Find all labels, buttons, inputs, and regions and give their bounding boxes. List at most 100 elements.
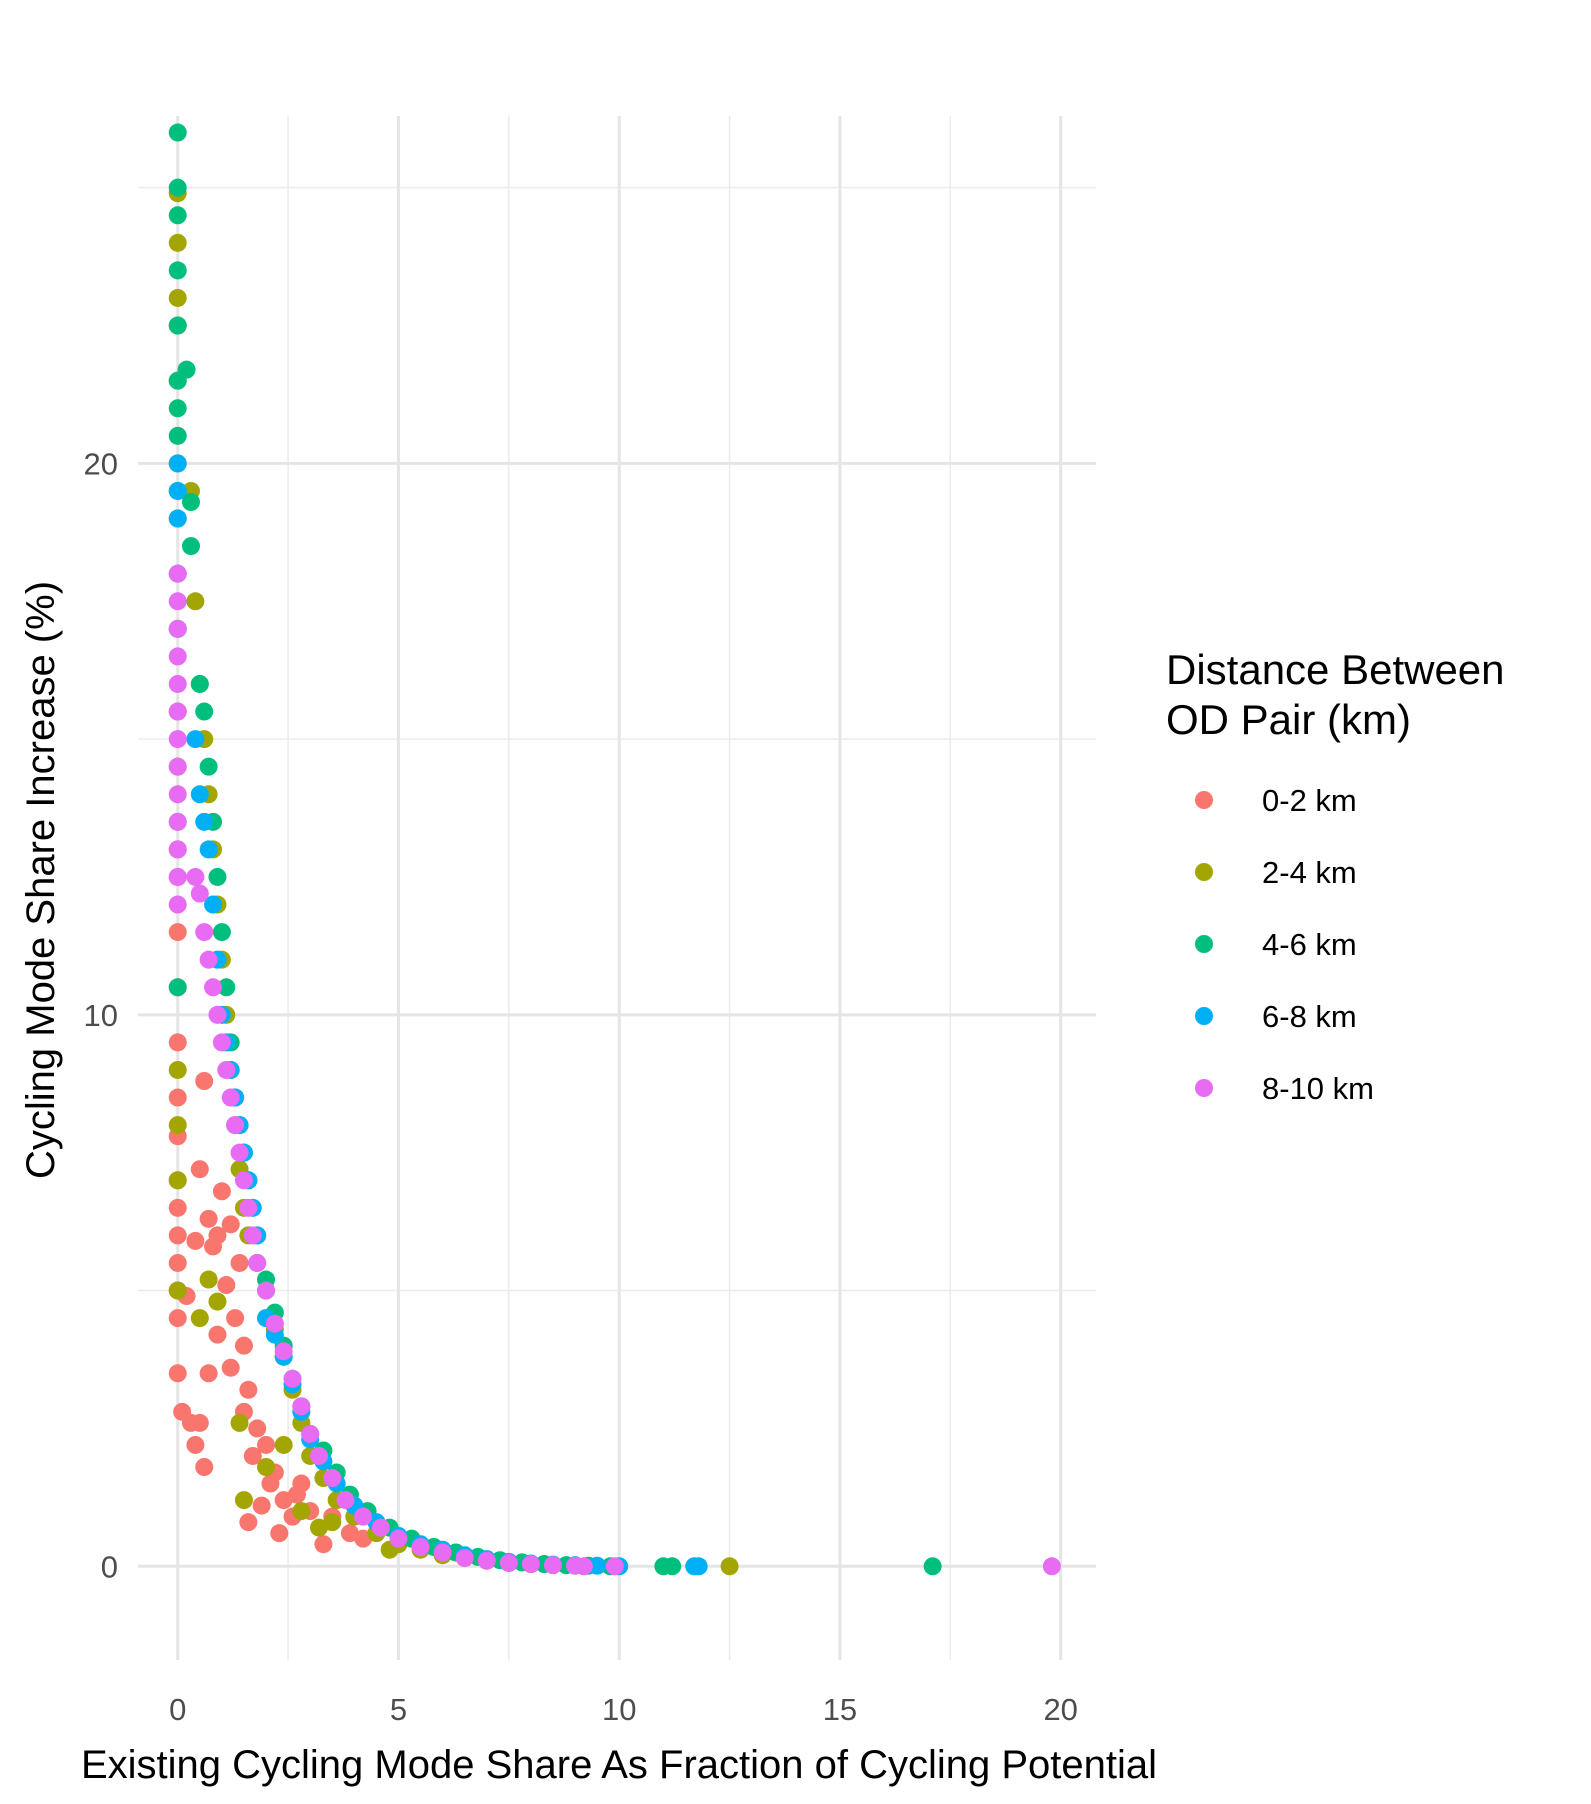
data-point — [168, 123, 187, 142]
data-point — [168, 564, 187, 583]
data-points — [168, 123, 1061, 1576]
data-point — [168, 1226, 187, 1245]
data-point — [323, 1513, 342, 1532]
data-point — [239, 1380, 258, 1399]
data-point — [168, 978, 187, 997]
data-point — [168, 757, 187, 776]
data-point — [720, 1557, 739, 1576]
data-point — [685, 1557, 704, 1576]
legend-label: 2-4 km — [1262, 855, 1357, 890]
data-point — [190, 1413, 209, 1432]
data-point — [257, 1458, 276, 1476]
data-point — [212, 1033, 231, 1052]
tick-labels: 0 5 10 15 20 0 10 20 — [84, 446, 1078, 1727]
data-point — [265, 1314, 284, 1333]
data-point — [168, 840, 187, 859]
data-point — [208, 1325, 227, 1344]
data-point — [168, 702, 187, 721]
data-point — [168, 261, 187, 280]
data-point — [168, 1171, 187, 1190]
data-point — [521, 1555, 540, 1574]
data-point — [287, 1485, 306, 1504]
data-point — [168, 785, 187, 804]
data-point — [190, 1309, 209, 1328]
data-point — [411, 1537, 430, 1556]
legend-key — [1195, 863, 1213, 881]
data-point — [168, 592, 187, 611]
data-point — [261, 1474, 280, 1493]
data-point — [230, 1143, 249, 1162]
data-point — [190, 1160, 209, 1179]
legend-title: Distance Between — [1166, 646, 1505, 693]
data-point — [168, 867, 187, 886]
data-point — [168, 206, 187, 225]
data-point — [177, 360, 196, 379]
data-point — [243, 1446, 262, 1465]
data-point — [168, 233, 187, 252]
data-point — [605, 1557, 624, 1576]
data-point — [168, 1060, 187, 1079]
data-point — [168, 1033, 187, 1052]
data-point — [226, 1309, 245, 1328]
data-point — [168, 1364, 187, 1383]
data-point — [234, 1491, 253, 1510]
data-point — [204, 978, 223, 997]
data-point — [181, 493, 200, 511]
x-tick-label: 0 — [169, 1692, 186, 1727]
y-tick-label: 20 — [84, 446, 118, 481]
legend-key — [1195, 1079, 1213, 1097]
data-point — [221, 1088, 240, 1107]
data-point — [226, 1116, 245, 1135]
data-point — [199, 1270, 218, 1289]
data-point — [168, 1253, 187, 1272]
data-point — [923, 1557, 942, 1576]
data-point — [212, 1182, 231, 1201]
data-point — [208, 867, 227, 886]
data-point — [252, 1496, 271, 1515]
data-point — [663, 1557, 682, 1576]
data-point — [186, 1435, 205, 1454]
data-point — [199, 950, 218, 969]
data-point — [274, 1435, 293, 1454]
data-point — [433, 1543, 452, 1562]
data-point — [168, 647, 187, 666]
data-point — [168, 895, 187, 914]
data-point — [217, 978, 236, 997]
y-tick-label: 10 — [84, 998, 118, 1033]
data-point — [195, 1072, 214, 1090]
data-point — [208, 1005, 227, 1024]
data-point — [199, 757, 218, 776]
data-point — [230, 1413, 249, 1432]
data-point — [574, 1557, 593, 1576]
data-point — [371, 1518, 390, 1537]
data-point — [257, 1435, 276, 1454]
data-point — [199, 1364, 218, 1383]
data-point — [195, 1458, 214, 1476]
data-point — [499, 1553, 518, 1572]
data-point — [168, 619, 187, 638]
data-point — [239, 1513, 258, 1532]
x-tick-label: 5 — [390, 1692, 407, 1727]
data-point — [292, 1502, 311, 1521]
data-point — [199, 1209, 218, 1228]
data-point — [208, 1226, 227, 1245]
data-point — [186, 592, 205, 611]
data-point — [168, 1198, 187, 1217]
legend-key — [1195, 791, 1213, 809]
legend-label: 8-10 km — [1262, 1071, 1374, 1106]
data-point — [455, 1548, 474, 1567]
y-axis-title: Cycling Mode Share Increase (%) — [19, 581, 63, 1179]
data-point — [221, 1215, 240, 1234]
data-point — [208, 1292, 227, 1311]
data-point — [336, 1491, 355, 1510]
data-point — [168, 178, 187, 197]
data-point — [389, 1529, 408, 1548]
data-point — [186, 867, 205, 886]
data-point — [1042, 1557, 1061, 1576]
data-point — [217, 1060, 236, 1079]
data-point — [248, 1419, 267, 1438]
data-point — [234, 1336, 253, 1355]
data-point — [195, 812, 214, 831]
